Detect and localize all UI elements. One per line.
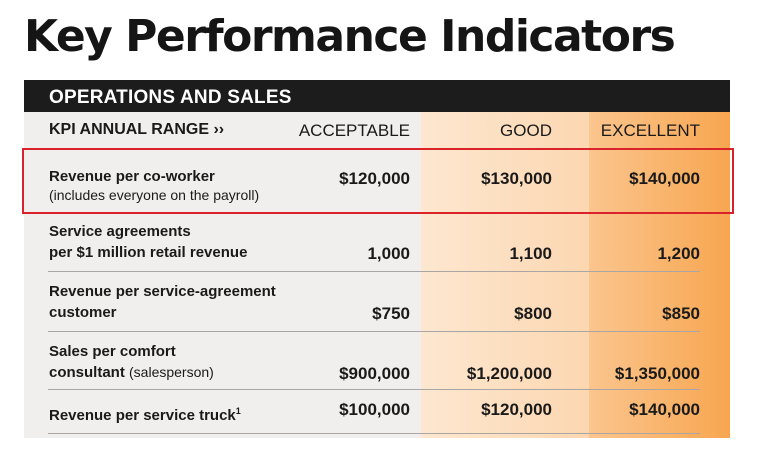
good-value: $1,200,000 [466, 364, 552, 383]
kpi-range-header: KPI ANNUAL RANGE ›› [49, 121, 225, 138]
row-label-note: (salesperson) [129, 364, 214, 380]
good-value: 1,100 [509, 244, 552, 263]
excellent-value: $140,000 [629, 169, 700, 188]
row-divider [48, 271, 700, 272]
excellent-value: $140,000 [629, 400, 700, 419]
kpi-table: OPERATIONS AND SALES KPI ANNUAL RANGE ››… [24, 80, 730, 438]
row-divider [48, 389, 700, 390]
row-label: Revenue per service-agreement customer [49, 281, 276, 323]
row-label-main: Revenue per service truck [49, 407, 236, 424]
acceptable-value: $100,000 [339, 400, 410, 419]
table-row: Revenue per co-worker (includes everyone… [24, 146, 730, 214]
acceptable-value: $750 [372, 304, 410, 323]
row-label-line1: Service agreements [49, 223, 191, 240]
excellent-header: EXCELLENT [600, 121, 700, 140]
row-divider [48, 433, 700, 434]
acceptable-value: $900,000 [339, 364, 410, 383]
row-label-line2: customer [49, 304, 117, 321]
table-row: Sales per comfort consultant (salesperso… [24, 332, 730, 390]
table-row: Revenue per service truck1 $100,000 $120… [24, 390, 730, 434]
row-label-line1: Revenue per service-agreement [49, 283, 276, 300]
excellent-value: 1,200 [657, 244, 700, 263]
highlight-box [22, 148, 734, 214]
row-divider [48, 331, 700, 332]
row-label-note: (includes everyone on the payroll) [49, 187, 260, 203]
good-value: $120,000 [481, 400, 552, 419]
good-header: GOOD [500, 121, 552, 140]
acceptable-value: 1,000 [367, 244, 410, 263]
acceptable-header: ACCEPTABLE [298, 121, 410, 140]
good-value: $130,000 [481, 169, 552, 188]
page-title: Key Performance Indicators [24, 11, 676, 62]
good-column-shading [421, 112, 589, 438]
table-row: Service agreements per $1 million retail… [24, 214, 730, 272]
row-label: Revenue per co-worker (includes everyone… [49, 166, 259, 203]
table-row: Revenue per service-agreement customer $… [24, 272, 730, 332]
acceptable-value: $120,000 [339, 169, 410, 188]
row-label: Service agreements per $1 million retail… [49, 221, 247, 263]
excellent-value: $1,350,000 [614, 364, 700, 383]
row-label: Revenue per service truck1 [49, 401, 241, 426]
good-value: $800 [514, 304, 552, 323]
row-label-line2: consultant [49, 364, 125, 381]
table-header-row: KPI ANNUAL RANGE ›› ACCEPTABLE GOOD EXCE… [24, 112, 730, 146]
row-label-line2: per $1 million retail revenue [49, 244, 248, 261]
row-label-line1: Sales per comfort [49, 343, 176, 360]
excellent-value: $850 [662, 304, 700, 323]
section-heading: OPERATIONS AND SALES [24, 80, 730, 112]
row-label: Sales per comfort consultant (salesperso… [49, 341, 214, 383]
excellent-column-shading [589, 112, 730, 438]
row-label-main: Revenue per co-worker [49, 168, 215, 185]
footnote-marker: 1 [235, 406, 241, 416]
